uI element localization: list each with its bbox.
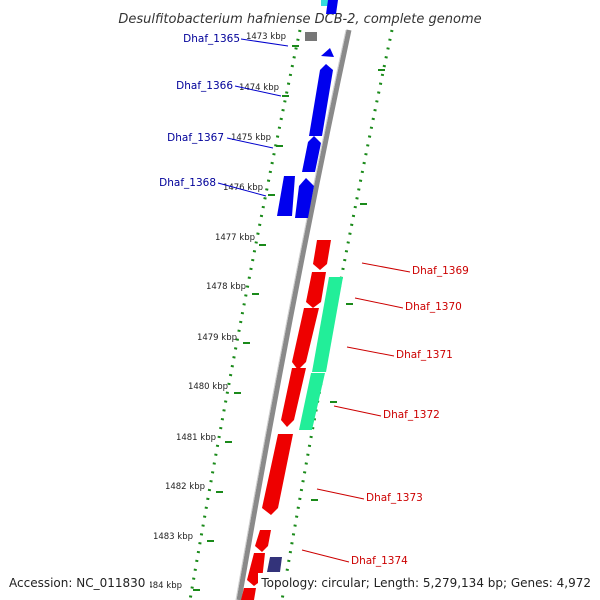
genome-backbone-highlight bbox=[235, 29, 347, 600]
tick-label-1474: 1474 kbp bbox=[239, 83, 279, 93]
gene-label-dhaf-1371: Dhaf_1371 bbox=[396, 349, 453, 361]
right-leader-lines bbox=[301, 262, 411, 563]
gene-dhaf-1368-right bbox=[295, 178, 314, 218]
gene-dhaf-1371 bbox=[292, 308, 319, 370]
gene-label-dhaf-1370: Dhaf_1370 bbox=[405, 301, 462, 313]
tick-label-1473: 1473 kbp bbox=[246, 32, 286, 42]
gene-dhaf-1370 bbox=[306, 272, 326, 308]
gene-label-dhaf-1372: Dhaf_1372 bbox=[383, 409, 440, 421]
gene-dhaf-1374 bbox=[255, 530, 271, 552]
gene-dhaf-1365-fragment bbox=[326, 0, 338, 14]
footer-accession-bg bbox=[4, 573, 150, 591]
map-title: Desulfitobacterium hafniense DCB-2, comp… bbox=[118, 12, 481, 27]
tick-marks bbox=[193, 45, 385, 591]
genome-backbone bbox=[236, 29, 352, 600]
tick-label-1475: 1475 kbp bbox=[231, 133, 271, 143]
gene-label-dhaf-1369: Dhaf_1369 bbox=[412, 265, 469, 277]
rna-genes bbox=[299, 277, 343, 430]
tick-label-1477: 1477 kbp bbox=[215, 233, 255, 243]
gene-label-dhaf-1368: Dhaf_1368 bbox=[159, 177, 216, 189]
tick-label-1479: 1479 kbp bbox=[197, 333, 237, 343]
footer-topology-bg bbox=[258, 573, 596, 591]
tick-labels: 1473 kbp 1474 kbp 1475 kbp 1476 kbp 1477… bbox=[147, 32, 286, 591]
gene-dhaf-1365-tip bbox=[321, 48, 334, 57]
gene-label-dhaf-1374: Dhaf_1374 bbox=[351, 555, 408, 567]
tick-label-1483: 1483 kbp bbox=[153, 532, 193, 542]
gene-label-dhaf-1373: Dhaf_1373 bbox=[366, 492, 423, 504]
gene-label-dhaf-1367: Dhaf_1367 bbox=[167, 132, 224, 144]
gene-fragment-navy bbox=[267, 557, 282, 572]
tick-label-1482: 1482 kbp bbox=[165, 482, 205, 492]
left-gene-labels: Dhaf_1365 Dhaf_1366 Dhaf_1367 Dhaf_1368 bbox=[159, 33, 240, 189]
right-gene-labels: Dhaf_1369 Dhaf_1370 Dhaf_1371 Dhaf_1372 … bbox=[351, 265, 469, 567]
gene-dhaf-1368-left bbox=[277, 176, 295, 216]
forward-genes bbox=[277, 0, 338, 218]
gene-label-dhaf-1366: Dhaf_1366 bbox=[176, 80, 233, 92]
footer-accession: Accession: NC_011830 bbox=[9, 576, 145, 590]
gene-label-dhaf-1365: Dhaf_1365 bbox=[183, 33, 240, 45]
tick-label-1478: 1478 kbp bbox=[206, 282, 246, 292]
gene-dhaf-1369 bbox=[313, 240, 331, 270]
tick-label-1481: 1481 kbp bbox=[176, 433, 216, 443]
tick-label-1484: 484 kbp bbox=[147, 581, 182, 591]
gene-fragment-cyan bbox=[321, 0, 331, 6]
left-leader-lines bbox=[217, 38, 289, 197]
footer-topology: Topology: circular; Length: 5,279,134 bp… bbox=[260, 576, 591, 590]
tick-label-1476: 1476 kbp bbox=[223, 183, 263, 193]
gene-dhaf-1372 bbox=[281, 368, 306, 427]
tick-label-1480: 1480 kbp bbox=[188, 382, 228, 392]
left-scale-ring bbox=[188, 29, 302, 600]
gene-green-upper bbox=[312, 277, 343, 372]
gene-fragment-red-2 bbox=[241, 588, 256, 600]
gene-dhaf-1366 bbox=[309, 64, 333, 136]
gene-fragment-gray bbox=[305, 32, 317, 41]
gene-dhaf-1367 bbox=[302, 136, 321, 172]
right-scale-ring bbox=[280, 29, 394, 600]
gene-dhaf-1373 bbox=[262, 434, 293, 515]
gene-green-lower bbox=[299, 373, 325, 430]
